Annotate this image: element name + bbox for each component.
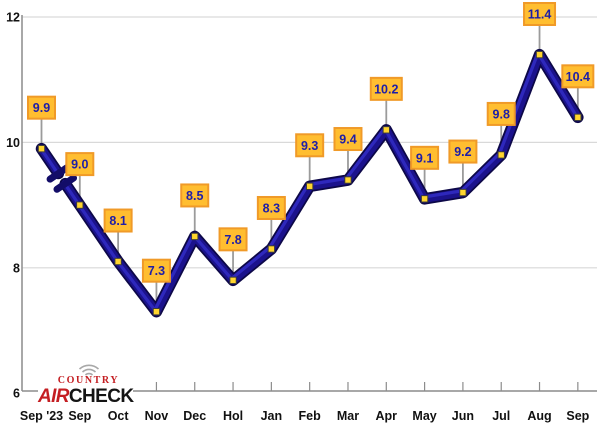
data-label-box	[561, 64, 595, 89]
x-axis-label: Sep	[566, 409, 589, 423]
data-label-box	[295, 133, 325, 158]
data-label-box	[486, 101, 516, 126]
data-point-marker	[229, 276, 237, 285]
y-axis-label: 12	[6, 11, 20, 25]
data-point-marker	[305, 182, 314, 190]
x-axis-label: Feb	[299, 409, 322, 423]
data-label: 8.3	[263, 201, 280, 215]
data-point-marker	[535, 50, 544, 59]
data-label-box	[180, 183, 210, 208]
data-label-box	[103, 208, 133, 233]
x-axis-label: Oct	[108, 409, 130, 423]
y-axis-label: 6	[13, 387, 20, 401]
data-label-box	[523, 2, 557, 26]
x-axis-label: May	[412, 409, 436, 423]
data-label: 7.3	[148, 264, 165, 278]
data-point-marker	[459, 188, 467, 197]
x-axis-label: Jul	[492, 409, 510, 423]
x-axis-label: Sep	[68, 409, 91, 423]
data-label-box	[218, 227, 248, 252]
data-label: 7.8	[224, 233, 241, 247]
data-label-box	[410, 145, 440, 170]
data-label-box	[65, 152, 95, 177]
data-point-marker	[420, 195, 429, 203]
data-label: 9.4	[339, 133, 356, 147]
data-label: 9.2	[454, 145, 471, 159]
data-point-marker	[574, 113, 582, 122]
y-axis-label: 8	[13, 261, 20, 275]
series-break-marker	[53, 174, 78, 193]
data-label: 8.5	[186, 189, 203, 203]
x-axis-label: Dec	[183, 409, 206, 423]
radio-waves-icon	[78, 364, 100, 376]
data-point-marker	[37, 144, 46, 153]
data-label: 10.4	[566, 70, 590, 84]
data-label: 9.3	[301, 139, 318, 153]
data-label-box	[27, 95, 56, 120]
data-label-box	[256, 195, 286, 220]
x-axis-label: Apr	[376, 409, 398, 423]
data-point-marker	[344, 176, 352, 184]
data-label: 9.1	[416, 151, 433, 165]
logo-check-text: CHECK	[68, 386, 134, 407]
country-aircheck-logo: COUNTRY AIRCHECK	[38, 363, 134, 406]
data-point-marker	[191, 232, 199, 241]
data-point-marker	[76, 201, 84, 209]
x-axis-label: Jan	[261, 409, 283, 423]
data-label-box	[448, 139, 478, 164]
x-axis-label: Sep '23	[20, 409, 63, 423]
data-label: 9.0	[71, 158, 88, 172]
logo-aircheck-text: AIRCHECK	[38, 387, 134, 406]
data-point-marker	[267, 245, 276, 253]
series-break-marker	[46, 164, 71, 183]
data-label: 11.4	[528, 8, 552, 22]
data-label-box	[333, 127, 363, 152]
data-point-marker	[497, 151, 505, 159]
data-label: 8.1	[109, 214, 126, 228]
x-axis-label: Jun	[452, 409, 474, 423]
logo-air-text: AIR	[38, 386, 70, 407]
logo-country-text: COUNTRY	[57, 375, 120, 386]
data-point-marker	[382, 126, 390, 134]
y-axis-label: 10	[6, 136, 20, 150]
data-point-marker	[114, 257, 122, 266]
data-label-box	[369, 76, 403, 101]
data-point-marker	[152, 307, 161, 316]
data-label: 10.2	[374, 82, 398, 96]
x-axis-label: Mar	[337, 409, 359, 423]
line-series-highlight	[62, 51, 578, 312]
data-label: 9.9	[33, 101, 50, 115]
data-label: 9.8	[493, 107, 510, 121]
x-axis-label: Hol	[223, 409, 243, 423]
x-axis-label: Aug	[527, 409, 551, 423]
data-label-box	[141, 258, 171, 283]
x-axis-label: Nov	[145, 409, 169, 423]
